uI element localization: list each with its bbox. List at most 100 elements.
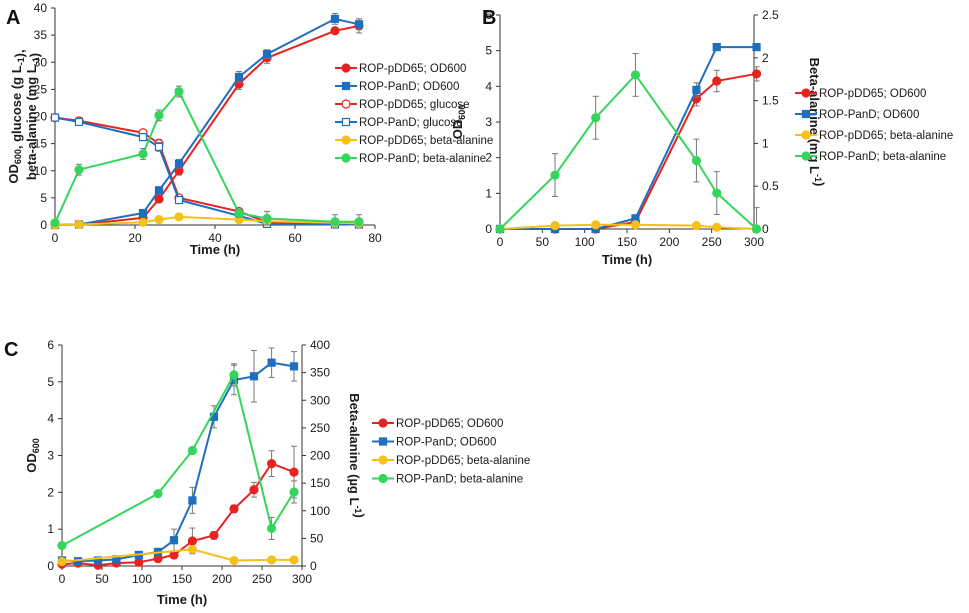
data-point [691, 220, 702, 231]
label-subscript: -1 [813, 174, 823, 182]
data-point [630, 220, 641, 230]
x-tick-label: 60 [288, 231, 302, 245]
x-tick-label: 250 [702, 235, 722, 249]
x-tick-label: 0 [497, 235, 504, 249]
y-tick-label: 0 [485, 222, 492, 236]
data-point [752, 42, 761, 52]
data-point [74, 117, 84, 127]
data-point [267, 358, 276, 367]
series-5 [50, 85, 364, 228]
data-point [174, 195, 184, 205]
legend-marker [341, 81, 351, 91]
legend-entry: ROP-pDD65; beta-alanine [359, 135, 493, 147]
legend-marker [341, 99, 351, 109]
data-point [692, 85, 701, 95]
data-point [751, 69, 762, 79]
data-point [234, 208, 244, 218]
legend-entry: ROP-PanD; beta-alanine [359, 153, 486, 165]
legend-entry: ROP-PanD; OD600 [359, 81, 459, 93]
data-point [550, 170, 560, 180]
x-axis-label: Time (h) [190, 242, 240, 257]
y-tick-label: 10 [34, 164, 48, 178]
series-line [54, 17, 360, 226]
legend-marker [801, 130, 811, 140]
y2-tick-label: 0 [310, 559, 317, 573]
data-point [712, 188, 722, 198]
legend-entry: ROP-PanD; OD600 [819, 109, 919, 121]
x-tick-label: 0 [52, 231, 59, 245]
series-line [54, 89, 359, 224]
x-tick-label: 20 [128, 231, 142, 245]
data-point [229, 555, 239, 566]
label-segment: ) [27, 53, 42, 57]
x-tick-label: 100 [132, 572, 152, 586]
y-tick-label: 0 [47, 559, 54, 573]
y-axis-label: OD600 [24, 438, 41, 473]
y-tick-label: 6 [47, 338, 54, 352]
y2-tick-label: 200 [310, 449, 330, 463]
label-segment: , glucose (g L [9, 65, 24, 149]
data-point [591, 220, 601, 230]
data-point [50, 218, 60, 228]
data-point [209, 530, 219, 541]
y-tick-label: 25 [34, 82, 48, 96]
data-point [751, 224, 762, 234]
x-axis-label: Time (h) [157, 592, 207, 607]
legend: ROP-pDD65; OD600 ROP-PanD; OD600 ROP-pDD65… [372, 418, 530, 486]
data-point [187, 445, 197, 456]
data-point [267, 459, 277, 469]
label-subscript: -1 [16, 57, 26, 65]
data-point [354, 20, 364, 29]
legend-marker [378, 437, 388, 446]
y2-tick-label: 0 [762, 222, 769, 236]
x-tick-label: 150 [172, 572, 192, 586]
data-point [234, 72, 244, 81]
data-point [262, 50, 272, 59]
y-tick-label: 6 [485, 8, 492, 22]
label-segment: Beta-alanine (mg L [807, 58, 822, 174]
x-axis-label: Time (h) [602, 252, 652, 267]
legend: ROP-pDD65; OD600 ROP-PanD; OD600 ROP-pDD65… [335, 63, 493, 165]
panel-label: B [482, 7, 496, 29]
legend-entry: ROP-PanD; glucose [359, 117, 463, 129]
series-0 [495, 66, 762, 234]
data-point [249, 372, 259, 381]
y-tick-label: 1 [485, 186, 492, 200]
data-point [550, 220, 560, 231]
y2-tick-label: 1 [762, 136, 769, 150]
data-point [249, 485, 259, 495]
data-point [174, 86, 184, 97]
legend-entry: ROP-PanD; beta-alanine [819, 151, 946, 163]
y-axis-label: OD600 [450, 105, 467, 140]
data-point [591, 113, 601, 123]
data-point [154, 194, 164, 204]
y-tick-label: 4 [47, 412, 54, 426]
series-1 [57, 347, 299, 566]
series-1 [50, 12, 364, 230]
data-point [330, 14, 340, 23]
series-1 [495, 42, 761, 234]
data-point [154, 110, 164, 121]
chart-panel-c: C0 50 100 150 200 250 300012345605010015020025… [4, 338, 530, 607]
data-point [187, 544, 197, 555]
data-point [495, 224, 505, 234]
label-segment: beta-alanine (mg L [24, 65, 39, 180]
data-point [267, 523, 277, 534]
data-point [712, 222, 722, 232]
x-tick-label: 50 [95, 572, 109, 586]
x-tick-label: 150 [617, 235, 637, 249]
data-point [138, 133, 148, 142]
legend-entry: ROP-PanD; beta-alanine [396, 474, 523, 486]
y2-tick-label: 400 [310, 338, 330, 352]
data-point [57, 556, 67, 567]
y-tick-label: 3 [485, 115, 492, 129]
y2-tick-label: 2 [762, 51, 769, 65]
data-point [289, 362, 299, 371]
data-point [262, 213, 272, 224]
label-segment: OD [6, 164, 21, 184]
data-point [134, 557, 144, 567]
y2-tick-label: 150 [310, 476, 330, 490]
data-point [50, 113, 60, 122]
label-segment: Beta-alanine (µg L [347, 393, 362, 505]
data-point [138, 149, 148, 159]
